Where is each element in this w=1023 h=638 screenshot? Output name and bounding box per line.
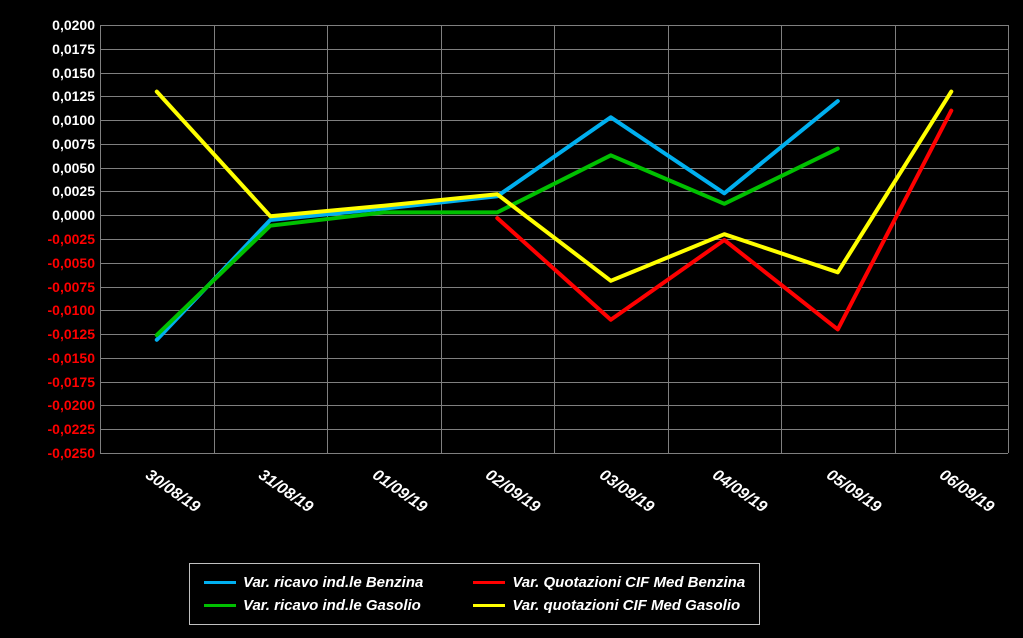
x-tick-label: 02/09/19 — [482, 466, 543, 516]
legend-label: Var. ricavo ind.le Gasolio — [243, 597, 421, 614]
legend-swatch — [204, 604, 236, 607]
legend-label: Var. quotazioni CIF Med Gasolio — [512, 597, 740, 614]
y-tick-label: -0,0075 — [48, 279, 95, 295]
series-line — [497, 111, 951, 330]
series-line — [157, 149, 838, 336]
y-tick-label: -0,0050 — [48, 255, 95, 271]
y-tick-label: 0,0000 — [52, 207, 95, 223]
legend-swatch — [204, 581, 236, 584]
x-tick-label: 31/08/19 — [255, 466, 316, 516]
legend-item: Var. Quotazioni CIF Med Benzina — [473, 574, 745, 591]
y-tick-label: -0,0175 — [48, 374, 95, 390]
series-line — [157, 92, 952, 281]
y-tick-label: -0,0150 — [48, 350, 95, 366]
y-tick-label: 0,0200 — [52, 17, 95, 33]
legend-item: Var. ricavo ind.le Benzina — [204, 574, 423, 591]
grid-line-vertical — [1008, 25, 1009, 453]
legend-label: Var. ricavo ind.le Benzina — [243, 574, 423, 591]
x-tick-label: 06/09/19 — [936, 466, 997, 516]
grid-line-horizontal — [100, 453, 1008, 454]
y-tick-label: -0,0200 — [48, 397, 95, 413]
chart-container: 0,0200 0,0175 0,0150 0,0125 0,0100 0,0075 0,00… — [0, 0, 1023, 638]
x-tick-label: 05/09/19 — [822, 466, 883, 516]
legend-swatch — [473, 581, 505, 584]
x-tick-label: 01/09/19 — [368, 466, 429, 516]
y-tick-label: 0,0100 — [52, 112, 95, 128]
x-tick-label: 03/09/19 — [595, 466, 656, 516]
y-tick-label: -0,0125 — [48, 326, 95, 342]
y-tick-label: 0,0150 — [52, 65, 95, 81]
y-tick-label: 0,0075 — [52, 136, 95, 152]
x-tick-label: 30/08/19 — [141, 466, 202, 516]
legend-label: Var. Quotazioni CIF Med Benzina — [512, 574, 745, 591]
y-tick-label: -0,0025 — [48, 231, 95, 247]
y-tick-label: -0,0225 — [48, 421, 95, 437]
legend-item: Var. quotazioni CIF Med Gasolio — [473, 597, 745, 614]
y-tick-label: 0,0050 — [52, 160, 95, 176]
y-tick-label: 0,0025 — [52, 183, 95, 199]
legend: Var. ricavo ind.le Benzina Var. Quotazion… — [189, 563, 760, 625]
legend-swatch — [473, 604, 505, 607]
y-tick-label: 0,0125 — [52, 88, 95, 104]
y-tick-label: 0,0175 — [52, 41, 95, 57]
y-tick-label: -0,0100 — [48, 302, 95, 318]
x-tick-label: 04/09/19 — [709, 466, 770, 516]
y-tick-label: -0,0250 — [48, 445, 95, 461]
series-lines — [100, 25, 1008, 453]
legend-item: Var. ricavo ind.le Gasolio — [204, 597, 423, 614]
